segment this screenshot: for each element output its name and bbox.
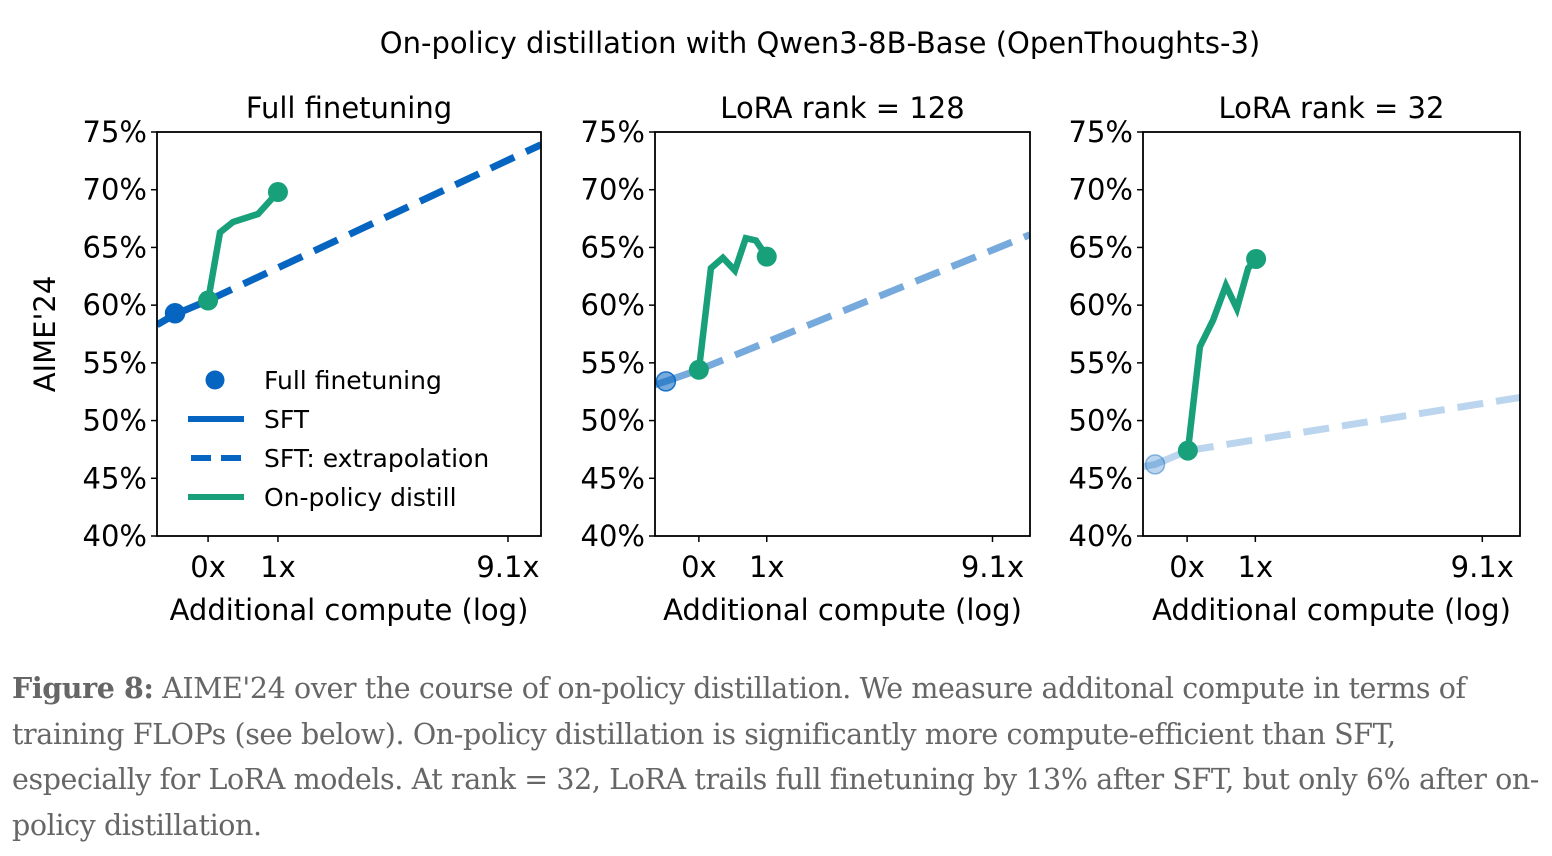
distill-end-marker — [756, 246, 777, 267]
x-tick-label: 9.1x — [961, 550, 1024, 584]
x-tick-label: 9.1x — [1451, 550, 1514, 584]
panel-title: LoRA rank = 32 — [1219, 91, 1445, 125]
y-tick-label: 45% — [83, 461, 147, 495]
x-tick-label: 0x — [681, 550, 717, 584]
y-tick-label: 40% — [83, 519, 147, 553]
sft-line — [157, 297, 210, 328]
y-tick-label: 50% — [581, 404, 645, 438]
x-tick-label: 0x — [190, 550, 226, 584]
distill-end-marker — [267, 182, 288, 203]
y-tick-label: 45% — [1069, 461, 1133, 495]
y-tick-label: 60% — [1069, 288, 1133, 322]
y-tick-label: 65% — [1069, 230, 1133, 264]
y-tick-label: 40% — [1069, 519, 1133, 553]
y-axis-label: AIME'24 — [28, 276, 62, 393]
legend-label: SFT — [264, 405, 310, 434]
y-tick-label: 40% — [581, 519, 645, 553]
y-tick-label: 55% — [83, 346, 147, 380]
sft-line — [655, 366, 701, 389]
x-axis-label: Additional compute (log) — [663, 593, 1022, 627]
y-tick-label: 65% — [83, 230, 147, 264]
y-tick-label: 75% — [581, 115, 645, 149]
y-tick-label: 75% — [1069, 115, 1133, 149]
axes-frame — [156, 131, 542, 537]
distill-line — [1184, 256, 1259, 451]
sft-extrapolation-line — [1187, 394, 1520, 455]
y-tick-label: 70% — [581, 173, 645, 207]
figure-caption: Figure 8: AIME'24 over the course of on-… — [12, 666, 1542, 848]
distill-start-marker — [1177, 440, 1198, 461]
plot-area — [1143, 248, 1520, 475]
plot-area — [655, 231, 1030, 392]
caption-text: AIME'24 over the course of on-policy dis… — [12, 672, 1540, 842]
sft-marker — [1144, 454, 1166, 475]
y-tick-label: 50% — [83, 404, 147, 438]
panel-1: Full finetuning 40% 45% 50% 55% 60% 65% 70% 75% 0… — [28, 91, 542, 627]
y-tick-label: 60% — [83, 288, 147, 322]
x-tick-label: 1x — [1238, 550, 1274, 584]
axes-frame — [1142, 131, 1521, 537]
caption-label: Figure 8: — [12, 671, 154, 705]
legend-label: Full finetuning — [264, 366, 442, 395]
y-tick-label: 75% — [83, 115, 147, 149]
suptitle: On-policy distillation with Qwen3-8B-Bas… — [380, 26, 1260, 60]
panel-title: Full finetuning — [246, 91, 452, 125]
legend: Full finetuning SFT SFT: extrapolation On-p… — [188, 366, 489, 512]
y-tick-label: 55% — [581, 346, 645, 380]
sft-line — [1143, 447, 1190, 471]
axes-frame — [654, 131, 1031, 537]
x-tick-label: 0x — [1169, 550, 1205, 584]
x-tick-label: 9.1x — [476, 550, 539, 584]
y-tick-label: 70% — [83, 173, 147, 207]
panel-3: LoRA rank = 32 40% 45% 50% 55% 60% 65% 70% 75% 0x… — [1069, 91, 1521, 627]
panel-2: LoRA rank = 128 40% 45% 50% 55% 60% 65% 70% 75% 0… — [581, 91, 1031, 627]
y-tick-label: 60% — [581, 288, 645, 322]
distill-start-marker — [198, 290, 219, 311]
y-tick-label: 65% — [581, 230, 645, 264]
legend-marker-full-finetuning — [205, 370, 225, 390]
sft-extrapolation-line — [697, 231, 1030, 374]
distill-start-marker — [688, 359, 709, 380]
x-axis-label: Additional compute (log) — [1152, 593, 1511, 627]
y-tick-label: 70% — [1069, 173, 1133, 207]
panel-title: LoRA rank = 128 — [720, 91, 964, 125]
plot-area — [157, 141, 541, 328]
figure: On-policy distillation with Qwen3-8B-Bas… — [28, 26, 1521, 627]
legend-label: SFT: extrapolation — [264, 444, 489, 473]
legend-label: On-policy distill — [264, 483, 457, 512]
x-axis-label: Additional compute (log) — [170, 593, 529, 627]
distill-line — [695, 234, 770, 371]
distill-end-marker — [1246, 248, 1267, 269]
x-tick-label: 1x — [260, 550, 296, 584]
sft-extrapolation-line — [206, 141, 541, 304]
x-tick-label: 1x — [749, 550, 785, 584]
y-tick-label: 50% — [1069, 404, 1133, 438]
y-tick-label: 45% — [581, 461, 645, 495]
distill-line — [204, 189, 281, 302]
y-tick-label: 55% — [1069, 346, 1133, 380]
